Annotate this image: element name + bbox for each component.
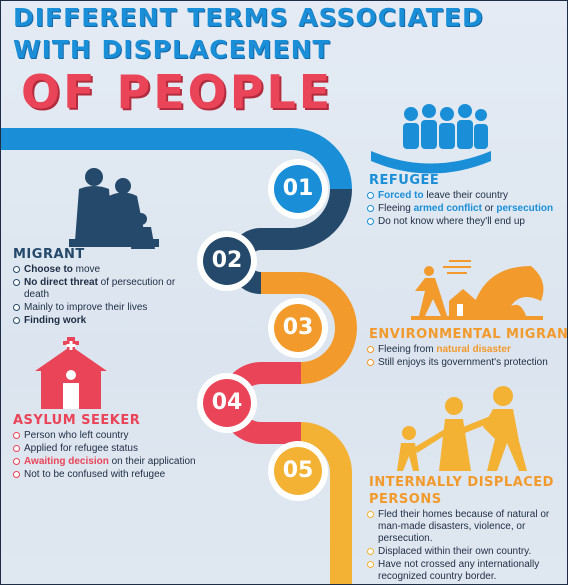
internally-displaced-list: Fled their homes because of natural or m… — [367, 509, 557, 584]
heading-migrant: MIGRANT — [13, 247, 85, 262]
migrant-list: Choose to move No direct threat of perse… — [13, 264, 178, 328]
list-item: Mainly to improve their lives — [13, 302, 178, 314]
orange-ribbon — [261, 272, 357, 384]
walking-family-icon — [397, 386, 527, 471]
shelter-building-icon — [35, 337, 107, 409]
list-item: Applied for refugee status — [13, 443, 233, 455]
list-item: Awaiting decision on their application — [13, 456, 233, 468]
title-line-3: OF PEOPLE — [21, 65, 334, 119]
step-number-01: 01 — [282, 176, 314, 201]
circle-03 — [274, 304, 322, 352]
step-number-04: 04 — [211, 390, 243, 415]
list-item: Displaced within their own country. — [367, 546, 557, 558]
step-number-05: 05 — [282, 458, 314, 483]
list-item: Still enjoys its government's protection — [367, 357, 557, 369]
list-item: No direct threat of persecution or death — [13, 277, 178, 301]
list-item: Forced to leave their country — [367, 190, 562, 202]
circle-01 — [274, 165, 322, 213]
step-number-02: 02 — [211, 248, 243, 273]
step-circles — [197, 159, 328, 501]
migrant-family-icon — [69, 168, 159, 249]
step-number-03: 03 — [282, 315, 314, 340]
list-item: Person who left country — [13, 430, 233, 442]
list-item: Fled their homes because of natural or m… — [367, 509, 557, 545]
heading-environmental-migrant: ENVIRONMENTAL MIGRANT — [369, 327, 568, 342]
blue-ribbon — [1, 128, 352, 190]
environmental-list: Fleeing from natural disaster Still enjo… — [367, 344, 557, 370]
yellow-ribbon — [300, 422, 352, 584]
list-item: Do not know where they'll end up — [367, 216, 562, 228]
circle-05 — [274, 447, 322, 495]
list-item: Not to be confused with refugee — [13, 469, 233, 481]
circle-02 — [203, 237, 251, 285]
heading-refugee: REFUGEE — [369, 173, 440, 188]
heading-internally-displaced: INTERNALLY DISPLACED PERSONS — [369, 475, 554, 507]
refugee-list: Forced to leave their country Fleeing ar… — [367, 190, 562, 229]
asylum-list: Person who left country Applied for refu… — [13, 430, 233, 482]
circle-04 — [203, 379, 251, 427]
heading-internally-displaced-line-2: PERSONS — [369, 492, 442, 507]
list-item: Choose to move — [13, 264, 178, 276]
heading-internally-displaced-line-1: INTERNALLY DISPLACED — [369, 475, 554, 490]
heading-asylum-seeker: ASYLUM SEEKER — [13, 413, 141, 428]
title-line-2: WITH DISPLACEMENT — [13, 35, 331, 64]
list-item: Finding work — [13, 315, 178, 327]
list-item: Fleeing armed conflict or persecution — [367, 203, 562, 215]
list-item: Fleeing from natural disaster — [367, 344, 557, 356]
natural-disaster-icon — [411, 260, 544, 320]
list-item: Have not crossed any internationally rec… — [367, 559, 557, 583]
refugee-group-icon — [371, 104, 491, 174]
title-line-1: DIFFERENT TERMS ASSOCIATED — [13, 3, 484, 32]
